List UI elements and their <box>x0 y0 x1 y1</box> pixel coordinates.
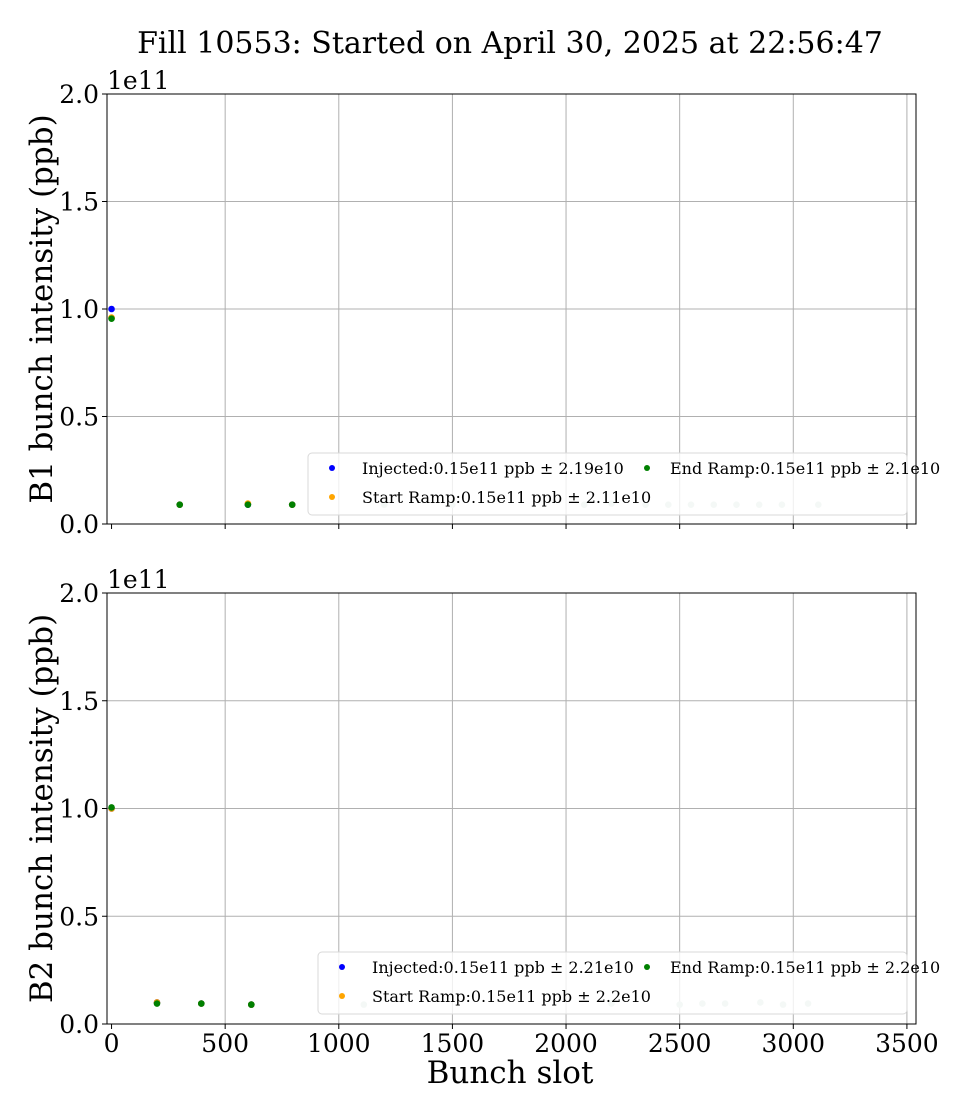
figure-title: Fill 10553: Started on April 30, 2025 at… <box>137 26 883 61</box>
series-3-point <box>108 804 115 811</box>
series-3-point <box>108 315 115 322</box>
legend-label-1: Injected:0.15e11 ppb ± 2.19e10 <box>362 459 624 478</box>
x-tick-label: 1000 <box>307 1029 371 1058</box>
legend-marker-3 <box>644 964 650 970</box>
series-3-point <box>153 1000 161 1007</box>
y-tick-label: 0.5 <box>59 403 99 432</box>
x-tick-label: 3500 <box>875 1029 939 1058</box>
b1-panel: 0.0 0.5 1.0 1.5 2.0 1e11 B1 bunch intensity (p… <box>24 66 940 539</box>
y-tick-label: 2.0 <box>59 579 99 608</box>
legend-label-3: End Ramp:0.15e11 ppb ± 2.1e10 <box>670 459 940 478</box>
y-tick-label: 1.5 <box>59 687 99 716</box>
series-3-point <box>176 501 184 508</box>
y-tick-label: 0.0 <box>59 1010 99 1039</box>
legend-marker-2 <box>329 494 335 500</box>
y-tick-label: 1.5 <box>59 188 99 217</box>
series-3-point <box>244 501 252 508</box>
series-3-point <box>248 1001 255 1008</box>
series-1-point <box>108 305 115 313</box>
y-tick-label: 2.0 <box>59 80 99 109</box>
y-tick-label: 0.5 <box>59 902 99 931</box>
y-tick-label: 1.0 <box>59 295 99 324</box>
legend-marker-3 <box>644 465 650 471</box>
y-tick-label: 1.0 <box>59 795 99 824</box>
legend-label-2: Start Ramp:0.15e11 ppb ± 2.2e10 <box>372 987 651 1006</box>
y-tick-label: 0.0 <box>59 510 99 539</box>
series-3-point <box>198 1000 205 1007</box>
y-axis-label: B2 bunch intensity (ppb) <box>24 614 60 1003</box>
y-offset-label: 1e11 <box>107 66 170 95</box>
x-tick-label: 1500 <box>421 1029 485 1058</box>
legend-marker-2 <box>339 993 345 999</box>
y-offset-label: 1e11 <box>107 565 170 594</box>
x-tick-label: 2500 <box>648 1029 712 1058</box>
legend-box <box>307 452 908 516</box>
x-tick-label: 3000 <box>761 1029 825 1058</box>
legend-label-2: Start Ramp:0.15e11 ppb ± 2.11e10 <box>362 488 651 507</box>
legend-marker-1 <box>329 465 335 471</box>
x-tick-label: 0 <box>104 1029 120 1058</box>
legend-label-3: End Ramp:0.15e11 ppb ± 2.2e10 <box>670 958 940 977</box>
legend-label-1: Injected:0.15e11 ppb ± 2.21e10 <box>372 958 634 977</box>
x-tick-label: 2000 <box>534 1029 598 1058</box>
x-tick-label: 500 <box>201 1029 249 1058</box>
y-axis-label: B1 bunch intensity (ppb) <box>24 114 60 503</box>
legend-box <box>317 951 908 1015</box>
b2-panel: 0 500 1000 1500 2000 2500 3000 3500 0.0 0.5 1.0 1.5… <box>24 565 940 1058</box>
series-3-point <box>288 501 296 508</box>
legend-marker-1 <box>339 964 345 970</box>
x-axis-label: Bunch slot <box>427 1055 594 1091</box>
